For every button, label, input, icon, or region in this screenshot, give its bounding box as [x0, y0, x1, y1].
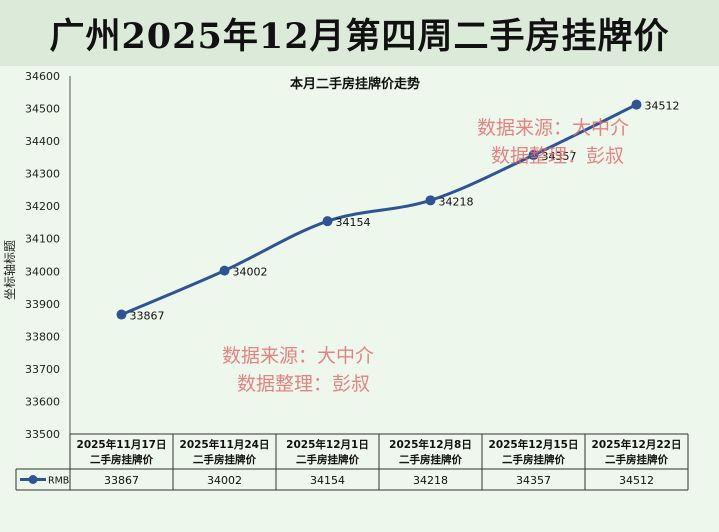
category-date: 2025年12月8日: [389, 438, 472, 451]
chart-panel: 本月二手房挂牌价走势 坐标轴标题 33500 33600 33700 33800 339…: [0, 66, 719, 532]
series-rmb: 33867 34002 34154 34218 34357 34512: [116, 99, 680, 323]
data-label: 34512: [645, 100, 680, 113]
category-date: 2025年11月17日: [77, 438, 167, 451]
watermark-editor: 数据整理：彭叔: [237, 373, 370, 395]
table-value: 34154: [310, 474, 345, 487]
legend-entry: RMB: [48, 476, 69, 487]
category-label: 二手房挂牌价: [193, 453, 256, 466]
y-tick-label: 34000: [25, 265, 60, 278]
table-value: 34512: [619, 474, 654, 487]
data-point: [116, 309, 127, 320]
y-axis: 33500 33600 33700 33800 33900 34000 34100 34200…: [25, 70, 60, 441]
category-date: 2025年12月1日: [286, 438, 369, 451]
table-value: 33867: [104, 474, 139, 487]
data-point: [219, 265, 230, 276]
data-label: 34218: [439, 195, 474, 208]
line-chart: 本月二手房挂牌价走势 坐标轴标题 33500 33600 33700 33800 339…: [2, 70, 689, 491]
category-date: 2025年11月24日: [180, 438, 270, 451]
category-label: 二手房挂牌价: [605, 453, 668, 466]
data-point: [528, 150, 539, 161]
y-tick-label: 34500: [25, 103, 60, 116]
series-line: [120, 103, 638, 316]
data-point: [322, 216, 333, 227]
table-value: 34002: [207, 474, 242, 487]
data-label: 34357: [542, 150, 577, 163]
category-label: 二手房挂牌价: [502, 453, 565, 466]
legend-key-marker: [28, 475, 38, 484]
data-point: [631, 99, 642, 110]
y-tick-label: 33700: [25, 363, 60, 376]
data-point: [425, 195, 436, 206]
category-date: 2025年12月15日: [489, 438, 579, 451]
watermark-editor: 数据整理：彭叔: [491, 145, 624, 167]
y-axis-title: 坐标轴标题: [2, 240, 17, 300]
data-table: 2025年11月17日二手房挂牌价338672025年11月24日二手房挂牌价3…: [15, 433, 689, 491]
watermark-source: 数据来源：大中介: [222, 345, 374, 367]
category-label: 二手房挂牌价: [399, 453, 462, 466]
chart-title: 本月二手房挂牌价走势: [290, 76, 420, 92]
category-label: 二手房挂牌价: [90, 453, 153, 466]
data-label: 33867: [130, 310, 165, 323]
y-tick-label: 34200: [25, 200, 60, 213]
y-tick-label: 33500: [25, 428, 60, 441]
data-label: 34154: [336, 216, 371, 229]
y-tick-label: 33600: [25, 395, 60, 408]
y-tick-label: 34300: [25, 168, 60, 181]
banner: 广州2025年12月第四周二手房挂牌价: [0, 0, 719, 66]
y-tick-label: 34400: [25, 135, 60, 148]
y-tick-label: 34100: [25, 233, 60, 246]
y-tick-label: 33800: [25, 330, 60, 343]
page-title: 广州2025年12月第四周二手房挂牌价: [49, 15, 670, 57]
data-label: 34002: [233, 266, 268, 279]
y-tick-label: 34600: [25, 70, 60, 83]
table-value: 34357: [516, 474, 551, 487]
y-tick-label: 33900: [25, 298, 60, 311]
category-label: 二手房挂牌价: [296, 453, 359, 466]
table-value: 34218: [413, 474, 448, 487]
category-date: 2025年12月22日: [592, 438, 682, 451]
watermark-source: 数据来源：大中介: [477, 117, 629, 139]
